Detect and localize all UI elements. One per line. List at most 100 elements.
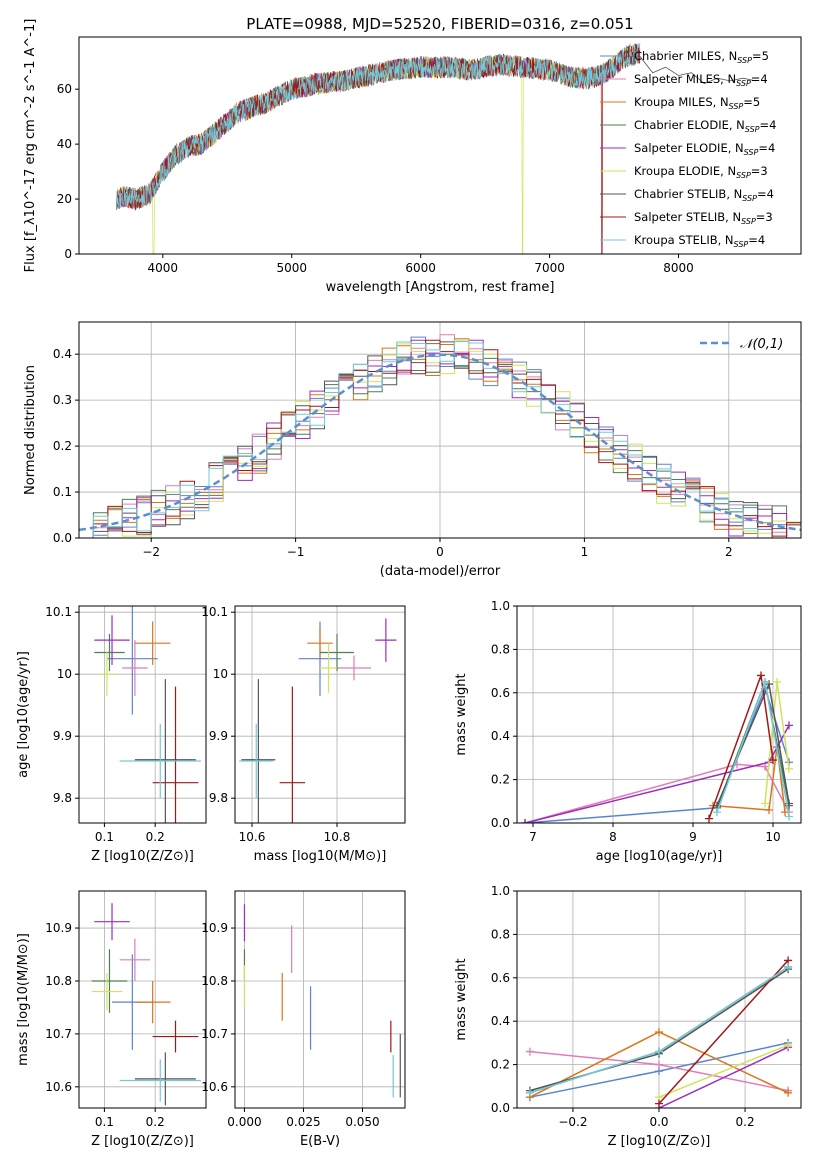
- y-tick-label: 9.9: [53, 729, 72, 743]
- y-tick-label: 0.0: [491, 1101, 510, 1115]
- errorbar-point: [94, 903, 130, 941]
- errorbar-point: [320, 643, 337, 693]
- plot-area: [521, 671, 793, 823]
- figure-title: PLATE=0988, MJD=52520, FIBERID=0316, z=0…: [246, 15, 633, 33]
- axes-frame: [78, 890, 207, 1109]
- axes-frame: [234, 890, 406, 1109]
- x-tick-label: −1: [287, 545, 305, 559]
- weight-line: [658, 959, 789, 1105]
- y-tick-label: 10.9: [45, 921, 72, 935]
- y-tick-label: 10.6: [201, 1080, 228, 1094]
- y-axis-label: age [log10(age/yr)]: [16, 651, 31, 778]
- weight-marker: [655, 1060, 663, 1069]
- errorbar-point: [91, 973, 123, 1011]
- x-tick-label: 8: [609, 830, 617, 844]
- x-tick-label: 0.2: [146, 830, 165, 844]
- y-tick-label: 0.4: [491, 1014, 510, 1028]
- y-tick-label: 0.8: [491, 927, 510, 941]
- axes-frame: [78, 36, 802, 255]
- x-tick-label: 7: [529, 830, 537, 844]
- y-tick-label: 10: [57, 667, 72, 681]
- weight-line: [658, 1044, 789, 1098]
- errorbar-point: [134, 621, 171, 665]
- legend-label: Chabrier MILES, NSSP=5: [634, 49, 769, 65]
- y-axis-label: mass [log10(M/M⊙)]: [16, 933, 31, 1066]
- y-tick-label: 10: [213, 667, 228, 681]
- weight-marker: [785, 764, 793, 773]
- y-tick-label: 10.8: [201, 974, 228, 988]
- histogram-series: [79, 341, 801, 538]
- x-tick-label: 10.8: [324, 830, 351, 844]
- axes-frame: [78, 605, 207, 824]
- weight-marker: [713, 808, 721, 817]
- errorbar-point: [119, 938, 151, 981]
- model-line: [626, 55, 756, 85]
- weight-marker: [765, 805, 773, 814]
- x-tick-label: 10.6: [239, 830, 266, 844]
- y-tick-label: 10.7: [201, 1027, 228, 1041]
- axes-frame: [516, 890, 802, 1109]
- y-tick-label: 10.1: [201, 605, 228, 619]
- errorbar-point: [134, 980, 171, 1024]
- legend-label: 𝒩(0,1): [740, 337, 783, 352]
- panel-residual_histogram: −2 −1 0 1 2 0.0 0.1 0.2 0.3 0.4 (data-model)/error…: [23, 321, 802, 579]
- weight-marker: [773, 677, 781, 686]
- weight-marker: [655, 1099, 663, 1108]
- weight-line: [658, 1046, 789, 1108]
- panel-mass_weight_vs_age: 7 8 9 10 0.0 0.2 0.4 0.6 0.8 1.0 age [log10(age/yr…: [454, 599, 802, 864]
- weight-marker: [525, 1088, 534, 1097]
- legend-label: Kroupa ELODIE, NSSP=3: [634, 164, 768, 180]
- legend-label: Salpeter MILES, NSSP=4: [634, 72, 768, 88]
- x-tick-label: 7000: [534, 261, 565, 275]
- legend-label: Kroupa MILES, NSSP=5: [634, 95, 760, 111]
- y-tick-label: 0.4: [53, 347, 72, 361]
- weight-marker: [655, 1028, 663, 1037]
- y-tick-label: 0.2: [491, 773, 510, 787]
- y-tick-label: 0.6: [491, 686, 510, 700]
- y-tick-label: 10.8: [45, 974, 72, 988]
- plot-area: [239, 618, 397, 823]
- errorbar-point: [99, 652, 115, 696]
- weight-marker: [784, 1041, 793, 1050]
- y-axis-label: Normed distribution: [23, 365, 38, 495]
- plot-area: [243, 904, 401, 1098]
- x-tick-label: 9: [689, 830, 697, 844]
- x-tick-label: 5000: [276, 261, 307, 275]
- x-axis-label: wavelength [Angstrom, rest frame]: [326, 280, 555, 295]
- errorbar-point: [152, 1020, 199, 1053]
- x-axis-label: (data-model)/error: [380, 564, 501, 579]
- y-tick-label: 0.4: [491, 729, 510, 743]
- y-tick-label: 1.0: [491, 599, 510, 613]
- plot-area: [116, 43, 756, 254]
- panel-spectrum: 4000 5000 6000 7000 8000 0 20 40 60 wavelength [A…: [23, 19, 802, 295]
- weight-marker: [525, 1047, 534, 1056]
- errorbar-point: [119, 1059, 201, 1102]
- spectrum-line: [116, 43, 641, 211]
- weight-marker: [521, 819, 529, 823]
- x-tick-label: 0.1: [95, 830, 114, 844]
- weight-marker: [769, 756, 777, 765]
- panel-age_vs_mass: 10.6 10.8 9.8 9.9 10 10.1 mass [log10(M/M⊙)]: [201, 605, 406, 864]
- weight-marker: [655, 1047, 663, 1056]
- legend-label: Chabrier ELODIE, NSSP=4: [634, 118, 776, 134]
- errorbar-point: [106, 606, 158, 715]
- y-tick-label: 10.6: [45, 1080, 72, 1094]
- x-tick-label: 10: [765, 830, 780, 844]
- panel-mass_vs_Z: 0.1 0.2 10.6 10.7 10.8 10.9 Z [log10(Z/Z⊙)] mas…: [16, 890, 207, 1149]
- x-tick-label: 1: [581, 545, 589, 559]
- plot-area: [94, 606, 201, 823]
- x-tick-label: 0.000: [227, 1115, 261, 1129]
- errorbar-point: [94, 615, 130, 665]
- errorbar-point: [134, 679, 196, 823]
- legend-label: Kroupa STELIB, NSSP=4: [634, 233, 765, 249]
- x-tick-label: 4000: [148, 261, 179, 275]
- y-tick-label: 9.9: [209, 729, 228, 743]
- y-tick-label: 0.1: [53, 485, 72, 499]
- x-tick-label: 0: [436, 545, 444, 559]
- y-tick-label: 0.6: [491, 971, 510, 985]
- panel-mass_vs_EBV: 0.000 0.025 0.050 10.6 10.7 10.8 10.9 E(B-V): [201, 890, 406, 1149]
- panel-age_vs_Z: 0.1 0.2 9.8 9.9 10 10.1 Z [log10(Z/Z⊙)] age [lo…: [16, 605, 207, 864]
- errorbar-point: [94, 633, 125, 672]
- x-axis-label: age [log10(age/yr)]: [596, 849, 723, 864]
